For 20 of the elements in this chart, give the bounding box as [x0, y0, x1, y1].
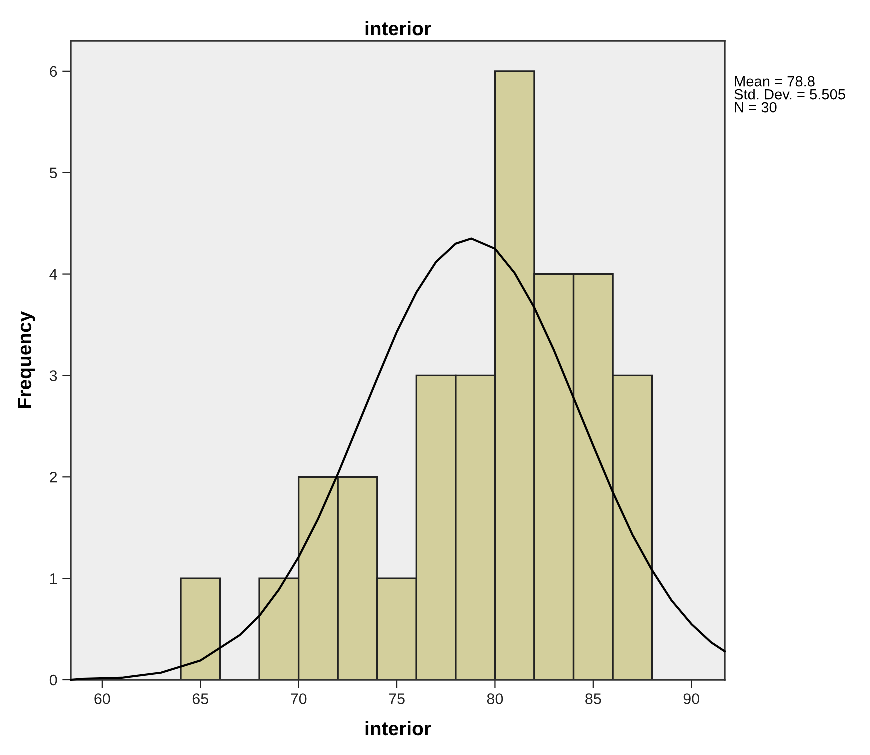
text: N = 30 — [735, 102, 777, 113]
y-tick-label: 1 — [50, 574, 58, 584]
x-tick-label: 65 — [192, 694, 208, 704]
chart-title: interior — [366, 21, 432, 36]
y-tick-label: 4 — [50, 269, 58, 280]
x-axis-title: interior — [366, 721, 432, 736]
y-tick-label: 2 — [50, 472, 58, 483]
y-tick-label: 0 — [50, 674, 58, 686]
y-tick-label: 3 — [50, 370, 58, 382]
x-tick-label: 90 — [684, 694, 700, 704]
y-tick-label: 5 — [50, 168, 58, 179]
x-tick-label: 70 — [291, 694, 307, 704]
text: Mean = 78.8 — [735, 76, 815, 87]
y-tick-label: 6 — [50, 66, 58, 78]
text: Std. Dev. = 5.505 — [734, 89, 846, 100]
y-axis-title: Frequency — [18, 311, 36, 408]
x-tick-label: 60 — [94, 694, 110, 704]
x-tick-label: 85 — [586, 694, 602, 704]
x-tick-label: 75 — [389, 694, 405, 704]
x-tick-label: 80 — [487, 694, 504, 704]
